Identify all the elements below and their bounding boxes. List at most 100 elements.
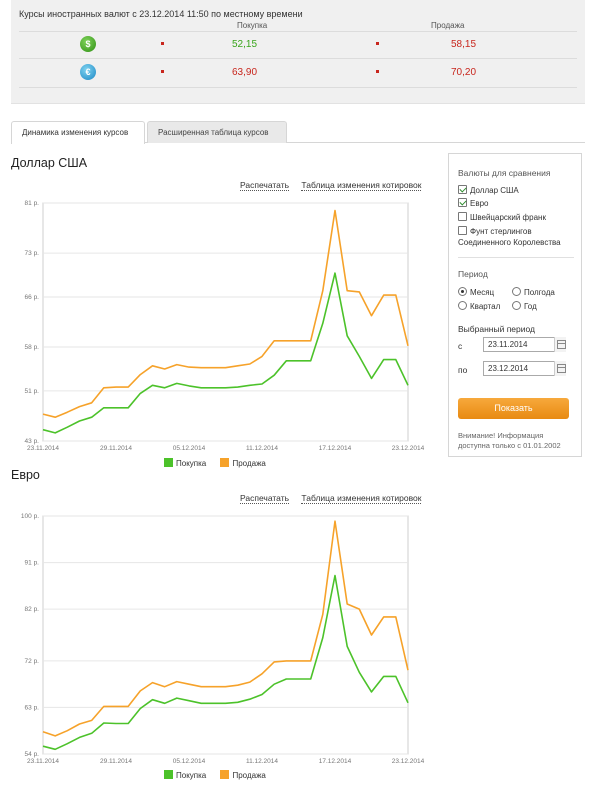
usd-line-chart: 43 р. 51 р. 58 р. 66 р. 73 р. 81 р. 23.11.2014…: [25, 200, 425, 452]
print-link[interactable]: Распечатать: [240, 493, 290, 504]
calendar-icon[interactable]: [554, 337, 566, 352]
currency-gbp-checkbox[interactable]: Фунт стерлингов: [458, 226, 532, 237]
print-link[interactable]: Распечатать: [240, 180, 290, 191]
radio-empty-icon[interactable]: [458, 301, 467, 310]
x-tick-label: 05.12.2014: [173, 445, 206, 452]
buy-header: Покупка: [237, 21, 268, 30]
quotes-table-link[interactable]: Таблица изменения котировок: [301, 493, 422, 504]
tab-bar: Динамика изменения курсов Расширенная та…: [11, 121, 585, 144]
period-month-radio[interactable]: Месяц: [458, 287, 494, 297]
y-tick-label: 54 р.: [25, 751, 40, 758]
x-tick-label: 11.12.2014: [246, 445, 278, 452]
y-tick-label: 100 р.: [21, 513, 39, 520]
x-tick-label: 23.11.2014: [27, 758, 59, 765]
y-tick-label: 66 р.: [25, 294, 40, 301]
radio-checked-icon[interactable]: [458, 287, 467, 296]
y-tick-label: 63 р.: [25, 704, 40, 711]
y-tick-label: 81 р.: [25, 200, 40, 207]
chart-links-eur: Распечатать Таблица изменения котировок: [240, 493, 422, 504]
checkbox-checked-icon[interactable]: [458, 185, 467, 194]
trend-arrow-icon: [376, 42, 379, 45]
compare-title: Валюты для сравнения: [458, 168, 551, 178]
trend-arrow-icon: [376, 70, 379, 73]
period-year-radio[interactable]: Год: [512, 301, 537, 311]
sell-series-line: [42, 209, 409, 418]
sell-series-line: [42, 520, 409, 737]
from-label: с: [458, 341, 463, 351]
radio-empty-icon[interactable]: [512, 301, 521, 310]
plot-area: [42, 515, 409, 755]
show-button[interactable]: Показать: [458, 398, 569, 419]
radio-label: Квартал: [470, 302, 501, 311]
currency-chf-checkbox[interactable]: Швейцарский франк: [458, 212, 546, 223]
checkbox-empty-icon[interactable]: [458, 226, 467, 235]
date-from-input[interactable]: 23.11.2014: [483, 337, 565, 352]
period-quarter-radio[interactable]: Квартал: [458, 301, 500, 311]
tab-extended-table[interactable]: Расширенная таблица курсов: [147, 121, 287, 143]
x-tick-label: 23.12.2014: [392, 445, 425, 452]
legend-sell-swatch: [220, 770, 230, 779]
checkbox-label: Доллар США: [470, 186, 519, 195]
y-tick-label: 82 р.: [25, 606, 40, 613]
tab-dynamics[interactable]: Динамика изменения курсов: [11, 121, 145, 144]
y-tick-label: 73 р.: [25, 250, 40, 257]
checkbox-label: Евро: [470, 199, 489, 208]
usd-sell-value: 58,15: [451, 39, 477, 50]
euro-coin-icon: €: [80, 64, 96, 80]
y-tick-label: 72 р.: [25, 658, 40, 665]
y-tick-label: 51 р.: [25, 388, 40, 395]
plot-area: [42, 202, 409, 442]
rate-row-eur: € 63,90 70,20: [19, 60, 577, 88]
x-tick-label: 29.11.2014: [100, 445, 132, 452]
legend-usd: Покупка Продажа: [164, 458, 266, 468]
rates-title: Курсы иностранных валют с 23.12.2014 11:…: [19, 9, 303, 19]
calendar-icon[interactable]: [554, 361, 566, 376]
period-halfyear-radio[interactable]: Полгода: [512, 287, 555, 297]
usd-buy-value: 52,15: [232, 39, 258, 50]
sell-header: Продажа: [431, 21, 465, 30]
period-title: Период: [458, 269, 488, 279]
radio-label: Год: [524, 302, 537, 311]
radio-label: Полгода: [524, 288, 555, 297]
legend-sell-label: Продажа: [232, 771, 266, 780]
eur-line-chart: 54 р. 63 р. 72 р. 82 р. 91 р. 100 р. 23.11.201…: [21, 513, 425, 765]
legend-eur: Покупка Продажа: [164, 770, 266, 780]
dollar-coin-icon: $: [80, 36, 96, 52]
checkbox-empty-icon[interactable]: [458, 212, 467, 221]
x-tick-label: 23.11.2014: [27, 445, 59, 452]
availability-note: Внимание! Информация доступна только с 0…: [458, 431, 561, 450]
y-tick-label: 91 р.: [25, 560, 40, 567]
currency-usd-checkbox[interactable]: Доллар США: [458, 185, 519, 196]
buy-series-line: [42, 574, 409, 751]
checkbox-label: Швейцарский франк: [470, 213, 546, 222]
date-to-input[interactable]: 23.12.2014: [483, 361, 565, 376]
eur-sell-value: 70,20: [451, 67, 477, 78]
chart-links-usd: Распечатать Таблица изменения котировок: [240, 180, 422, 191]
rates-panel: Курсы иностранных валют с 23.12.2014 11:…: [11, 0, 585, 104]
filter-panel: Валюты для сравнения Доллар США Евро Шве…: [448, 153, 582, 457]
x-tick-label: 11.12.2014: [246, 758, 278, 765]
x-tick-label: 17.12.2014: [319, 758, 352, 765]
x-tick-label: 17.12.2014: [319, 445, 352, 452]
divider: [458, 257, 574, 258]
legend-buy-label: Покупка: [176, 459, 207, 468]
trend-arrow-icon: [161, 42, 164, 45]
chart-title-eur: Евро: [11, 468, 40, 482]
legend-buy-swatch: [164, 458, 173, 467]
legend-buy-swatch: [164, 770, 173, 779]
y-tick-label: 43 р.: [25, 438, 40, 445]
legend-buy-label: Покупка: [176, 771, 207, 780]
x-tick-label: 23.12.2014: [392, 758, 425, 765]
checkbox-checked-icon[interactable]: [458, 198, 467, 207]
x-tick-label: 05.12.2014: [173, 758, 206, 765]
currency-gbp-label-2: Соединенного Королевства: [458, 238, 561, 247]
chart-title-usd: Доллар США: [11, 156, 88, 170]
radio-empty-icon[interactable]: [512, 287, 521, 296]
selected-period-title: Выбранный период: [458, 324, 536, 334]
legend-sell-label: Продажа: [232, 459, 266, 468]
buy-series-line: [42, 272, 409, 434]
quotes-table-link[interactable]: Таблица изменения котировок: [301, 180, 422, 191]
radio-label: Месяц: [470, 288, 495, 297]
to-label: по: [458, 365, 468, 375]
currency-eur-checkbox[interactable]: Евро: [458, 198, 488, 209]
